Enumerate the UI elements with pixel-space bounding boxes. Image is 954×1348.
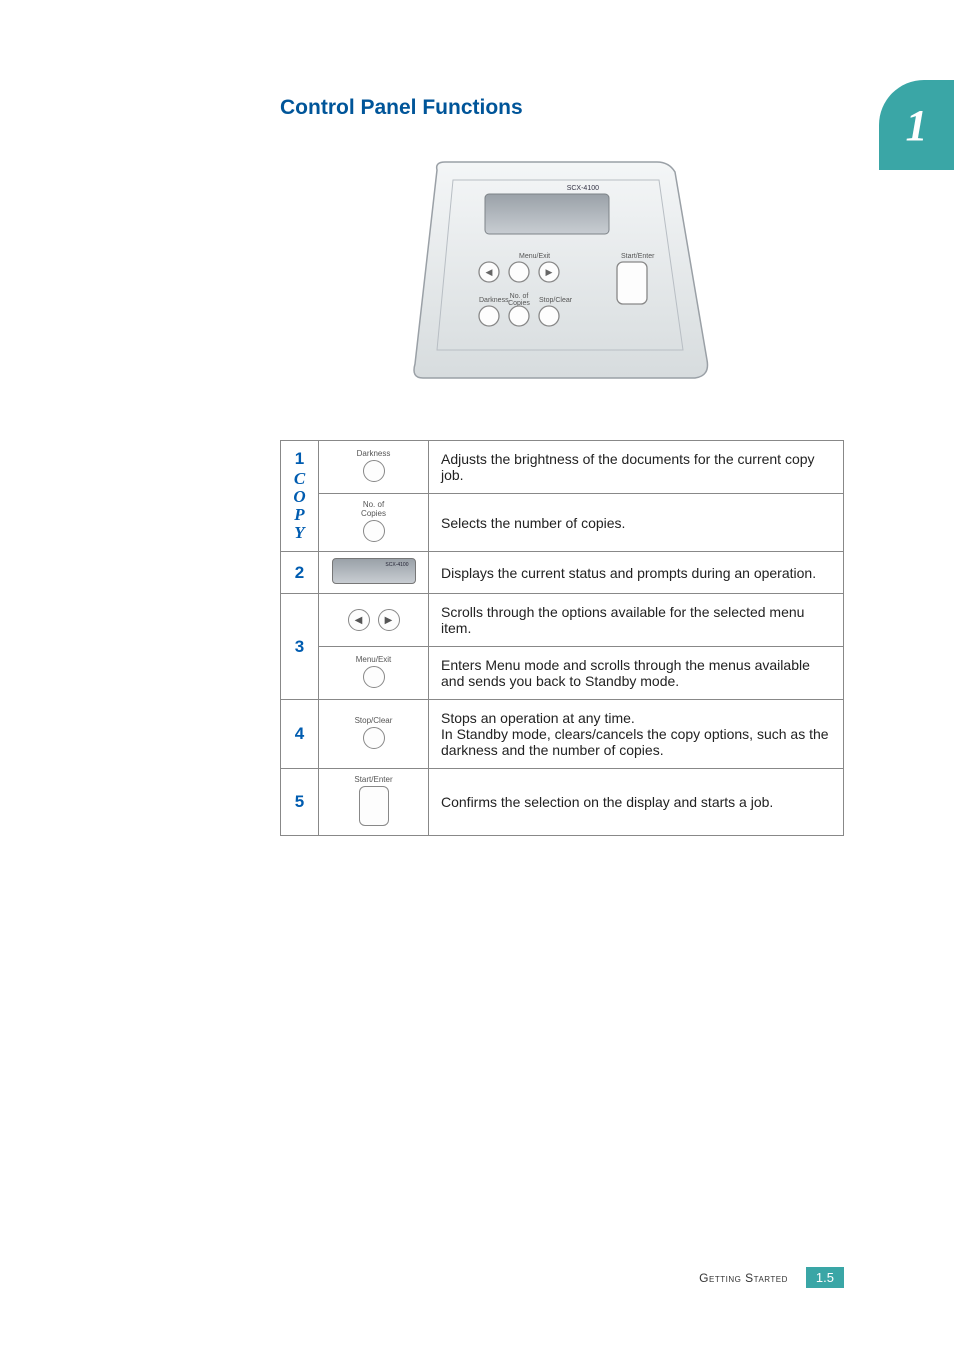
page: 1 Control Panel Functions SCX-4100 Menu/…: [0, 0, 954, 1348]
menu-exit-button-icon: [363, 666, 385, 688]
control-panel-svg: SCX-4100 Menu/Exit Start/Enter ◀ ▶ Darkn…: [407, 150, 717, 390]
icon-label: Stop/Clear: [323, 716, 424, 725]
panel-label-start-enter: Start/Enter: [621, 253, 655, 260]
rownum-3: 3: [281, 594, 319, 700]
table-row: Menu/Exit Enters Menu mode and scrolls t…: [281, 647, 844, 700]
function-table: 1 C O P Y Darkness Adjusts the brightnes…: [280, 440, 844, 836]
rownum-2: 2: [281, 552, 319, 594]
darkness-button-icon: [363, 460, 385, 482]
desc-cell: Enters Menu mode and scrolls through the…: [429, 647, 844, 700]
icon-label: Start/Enter: [323, 775, 424, 784]
rownum-5: 5: [281, 769, 319, 836]
table-row: 2 Displays the current status and prompt…: [281, 552, 844, 594]
chapter-number: 1: [906, 100, 928, 151]
chapter-tab: 1: [879, 80, 954, 170]
panel-label-stop-clear: Stop/Clear: [539, 297, 573, 304]
left-arrow-icon: ◀: [348, 609, 370, 631]
table-row: 4 Stop/Clear Stops an operation at any t…: [281, 700, 844, 769]
page-title: Control Panel Functions: [280, 96, 844, 120]
display-icon: [332, 558, 416, 584]
icon-cell-start-enter: Start/Enter: [319, 769, 429, 836]
panel-model-label: SCX-4100: [567, 185, 599, 192]
icon-cell-darkness: Darkness: [319, 441, 429, 494]
icon-cell-copies: No. of Copies: [319, 494, 429, 552]
panel-label-darkness: Darkness: [479, 297, 509, 304]
table-row: 3 ◀ ▶ Scrolls through the options availa…: [281, 594, 844, 647]
desc-cell: Scrolls through the options available fo…: [429, 594, 844, 647]
icon-cell-display: [319, 552, 429, 594]
desc-cell: Confirms the selection on the display an…: [429, 769, 844, 836]
start-enter-button-icon: [359, 786, 389, 826]
right-arrow-icon: ▶: [378, 609, 400, 631]
rownum-1-copy: 1 C O P Y: [281, 441, 319, 552]
function-table-body: 1 C O P Y Darkness Adjusts the brightnes…: [281, 441, 844, 836]
desc-cell: Displays the current status and prompts …: [429, 552, 844, 594]
icon-cell-stop-clear: Stop/Clear: [319, 700, 429, 769]
icon-cell-menu-exit: Menu/Exit: [319, 647, 429, 700]
desc-cell: Selects the number of copies.: [429, 494, 844, 552]
desc-cell: Stops an operation at any time. In Stand…: [429, 700, 844, 769]
icon-label: Darkness: [323, 449, 424, 458]
table-row: No. of Copies Selects the number of copi…: [281, 494, 844, 552]
rownum-4: 4: [281, 700, 319, 769]
desc-cell: Adjusts the brightness of the documents …: [429, 441, 844, 494]
rownum-digit: 1: [295, 450, 304, 468]
icon-label: Menu/Exit: [323, 655, 424, 664]
table-row: 5 Start/Enter Confirms the selection on …: [281, 769, 844, 836]
table-row: 1 C O P Y Darkness Adjusts the brightnes…: [281, 441, 844, 494]
copies-button-icon: [363, 520, 385, 542]
footer-section: Getting Started: [699, 1271, 788, 1285]
panel-label-menu-exit: Menu/Exit: [519, 253, 550, 260]
svg-text:◀: ◀: [486, 267, 493, 277]
stop-clear-button-icon: [363, 727, 385, 749]
svg-text:No. of: No. of: [510, 293, 529, 300]
page-footer: Getting Started 1.5: [699, 1267, 844, 1288]
footer-pagenum: 1.5: [806, 1267, 844, 1288]
icon-label: No. of Copies: [323, 500, 424, 518]
icon-cell-arrows: ◀ ▶: [319, 594, 429, 647]
svg-text:▶: ▶: [546, 267, 553, 277]
control-panel-figure: SCX-4100 Menu/Exit Start/Enter ◀ ▶ Darkn…: [280, 150, 844, 390]
